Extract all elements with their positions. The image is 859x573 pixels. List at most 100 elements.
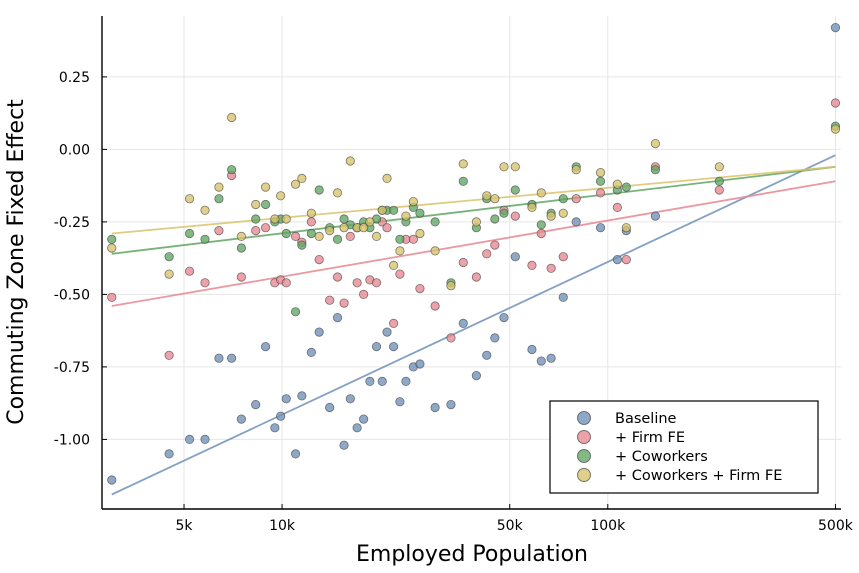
data-point <box>236 231 246 241</box>
data-point <box>297 173 307 183</box>
data-point <box>377 376 387 386</box>
data-point <box>415 228 425 239</box>
data-point <box>571 194 581 204</box>
data-point <box>107 234 117 244</box>
data-point <box>365 217 375 227</box>
legend: Baseline + Firm FE + Coworkers + Coworkers … <box>549 400 819 494</box>
data-point <box>382 223 392 233</box>
data-point <box>339 440 349 450</box>
legend-marker <box>577 430 591 444</box>
data-point <box>536 356 546 366</box>
data-point <box>558 208 568 218</box>
data-point <box>251 399 261 410</box>
data-point <box>371 231 382 241</box>
legend-marker <box>577 468 591 482</box>
data-point <box>270 214 280 224</box>
data-point <box>200 234 210 244</box>
data-point <box>389 205 399 215</box>
x-tick-label: 10k <box>269 518 296 534</box>
y-tick-label: -0.75 <box>54 360 90 376</box>
data-point <box>650 211 660 221</box>
data-point <box>471 370 481 381</box>
data-point <box>830 124 841 134</box>
data-point <box>345 156 355 166</box>
data-point <box>214 353 224 363</box>
data-point <box>612 255 622 265</box>
data-point <box>571 165 581 175</box>
data-point <box>571 217 581 227</box>
data-point <box>260 341 271 352</box>
data-point <box>214 194 224 204</box>
data-points <box>107 23 841 485</box>
data-point <box>345 231 355 241</box>
data-point <box>830 23 841 33</box>
data-point <box>415 208 425 218</box>
data-point <box>558 292 568 302</box>
data-point <box>621 255 631 265</box>
axes <box>101 16 841 510</box>
data-point <box>314 255 324 265</box>
data-point <box>430 246 440 256</box>
x-axis-title: Employed Population <box>356 542 588 567</box>
data-point <box>499 162 509 172</box>
data-point <box>714 176 724 186</box>
data-point <box>536 188 546 198</box>
data-point <box>306 228 316 239</box>
data-point <box>527 344 537 355</box>
data-point <box>200 205 210 215</box>
data-point <box>281 228 291 239</box>
data-point <box>276 411 286 421</box>
x-tick-label: 500k <box>818 518 854 534</box>
data-point <box>184 434 195 444</box>
data-point <box>458 159 468 169</box>
data-point <box>371 341 382 352</box>
data-point <box>499 208 509 218</box>
data-point <box>499 312 509 323</box>
data-point <box>401 376 411 386</box>
data-point <box>612 202 622 212</box>
data-point <box>490 194 500 204</box>
data-point <box>621 223 631 233</box>
data-point <box>389 318 399 328</box>
data-point <box>164 252 174 262</box>
data-point <box>227 112 237 123</box>
data-point <box>281 214 291 224</box>
data-point <box>325 226 335 236</box>
legend-marker <box>577 449 591 463</box>
y-ticks: 0.25 0.00 -0.25 -0.50 -0.75 -1.00 <box>54 70 107 448</box>
data-point <box>345 394 355 404</box>
data-point <box>260 199 271 210</box>
data-point <box>558 252 568 262</box>
y-tick-label: -0.25 <box>54 215 90 231</box>
data-point <box>830 98 841 108</box>
data-point <box>714 185 724 195</box>
data-point <box>306 347 316 357</box>
data-point <box>458 318 468 328</box>
data-point <box>314 231 324 241</box>
y-tick-label: 0.25 <box>59 70 90 86</box>
data-point <box>290 231 301 241</box>
data-point <box>297 391 307 401</box>
data-point <box>471 272 481 282</box>
x-tick-label: 50k <box>497 518 524 534</box>
legend-label: + Coworkers <box>615 449 708 465</box>
data-point <box>325 295 335 305</box>
data-point <box>184 266 195 276</box>
data-point <box>389 260 399 270</box>
data-point <box>446 281 456 291</box>
data-point <box>236 272 246 282</box>
data-point <box>297 240 307 250</box>
data-point <box>482 249 492 259</box>
data-point <box>430 402 440 413</box>
data-point <box>430 217 440 227</box>
data-point <box>314 185 324 195</box>
data-point <box>471 217 481 227</box>
data-point <box>395 246 405 256</box>
legend-label: Baseline <box>615 411 677 427</box>
data-point <box>415 283 425 294</box>
data-point <box>164 449 174 459</box>
data-point <box>430 301 440 311</box>
data-point <box>260 182 271 192</box>
data-point <box>251 226 261 236</box>
data-point <box>490 333 500 343</box>
